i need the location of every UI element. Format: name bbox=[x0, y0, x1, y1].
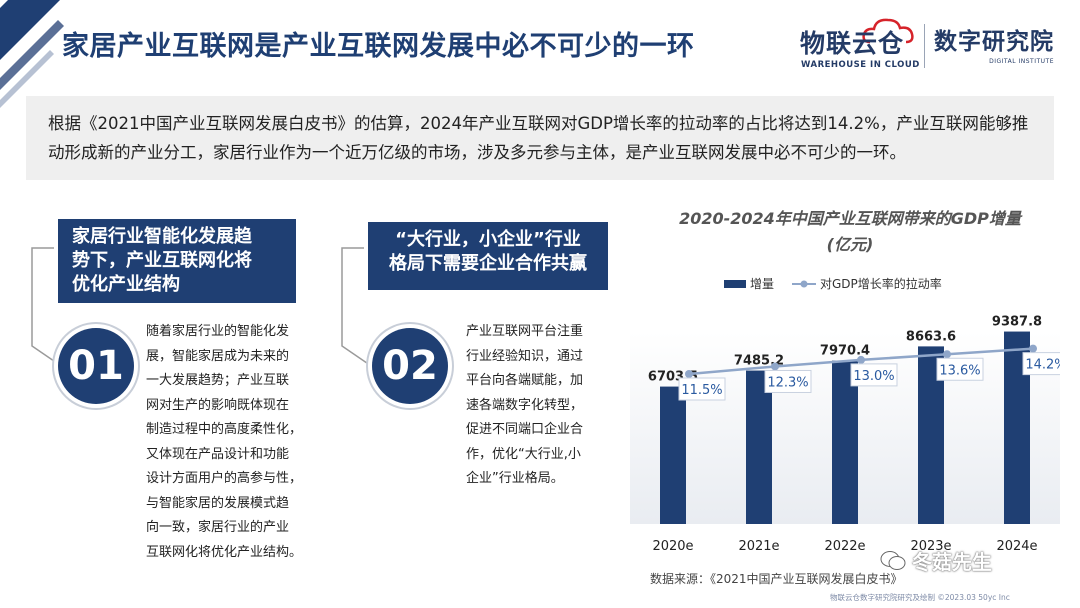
legend-line-label: 对GDP增长率的拉动率 bbox=[820, 276, 942, 291]
x-tick-label: 2023e bbox=[910, 539, 951, 554]
legend-line-marker bbox=[800, 280, 808, 288]
watermark: 冬菇先生 bbox=[880, 546, 992, 575]
x-tick-label: 2022e bbox=[824, 539, 865, 554]
legend-bar-swatch bbox=[724, 280, 746, 288]
line-value-label: 14.2% bbox=[1025, 358, 1060, 373]
legend-bar-label: 增量 bbox=[750, 277, 774, 291]
text-line: 行业经验知识，通过 bbox=[466, 348, 584, 364]
text-line: 企业”行业格局。 bbox=[466, 471, 564, 486]
point-01-header: 家居行业智能化发展趋 势下，产业互联网化将 优化产业结构 bbox=[58, 219, 296, 303]
line-value-label: 13.6% bbox=[939, 363, 980, 378]
text-line: 展，智能家居成为未来的 bbox=[146, 348, 290, 364]
point-01-number-badge: 01 bbox=[58, 328, 134, 404]
warehouse-in-cloud-logo: 物联云仓 WAREHOUSE IN CLOUD bbox=[800, 14, 920, 74]
line-label-box bbox=[850, 363, 898, 387]
text-line: 又体现在产品设计和功能 bbox=[146, 446, 290, 462]
corner-stripes-decoration bbox=[0, 0, 64, 108]
line-label-box bbox=[764, 369, 812, 393]
text-line: 制造过程中的高度柔性化， bbox=[146, 422, 303, 437]
line-point bbox=[771, 362, 779, 371]
line-point bbox=[943, 350, 951, 359]
chart-title: 2020-2024年中国产业互联网带来的GDP增量 (亿元) bbox=[650, 206, 1050, 258]
text-line: 向一致，家居行业的产业 bbox=[146, 520, 290, 535]
text-line: 产业互联网平台注重 bbox=[466, 324, 584, 339]
line-label-box bbox=[936, 357, 984, 381]
line-value-label: 13.0% bbox=[853, 369, 894, 384]
line-point bbox=[1029, 344, 1037, 353]
logo-divider bbox=[924, 24, 925, 68]
line-label-box bbox=[1022, 352, 1060, 376]
line-point bbox=[685, 370, 693, 378]
chart-title-line2: (亿元) bbox=[826, 235, 874, 254]
line-label-box bbox=[678, 377, 726, 401]
data-source: 数据来源：《2021中国产业互联网发展白皮书》 bbox=[650, 572, 903, 586]
text-line: 互联网化将优化产业结构。 bbox=[146, 544, 303, 560]
wechat-icon bbox=[880, 550, 906, 570]
point-02-header: “大行业，小企业”行业 格局下需要企业合作共赢 bbox=[368, 222, 608, 290]
point-02-number-badge: 02 bbox=[372, 328, 448, 404]
point-01-text: 随着家居行业的智能化发 展，智能家居成为未来的 一大发展趋势；产业互联 网对生产… bbox=[146, 320, 316, 565]
chart-title-line1: 2020-2024年中国产业互联网带来的GDP增量 bbox=[679, 209, 1021, 228]
x-tick-label: 2020e bbox=[652, 539, 693, 554]
bar-value-label: 8663.6 bbox=[906, 329, 956, 344]
logo-left-en: WAREHOUSE IN CLOUD bbox=[801, 60, 920, 70]
line-value-label: 12.3% bbox=[767, 375, 808, 390]
bracket-line-decoration bbox=[31, 247, 71, 373]
footer-note: 物联云仓数字研究院研究及绘制 ©2023.03 50yc Inc bbox=[830, 593, 1010, 602]
point-02-header-line2: 格局下需要企业合作共赢 bbox=[389, 253, 587, 274]
digital-institute-logo: 数字研究院 DIGITAL INSTITUTE bbox=[934, 22, 1054, 65]
text-line: 促进不同端口企业合 bbox=[466, 422, 584, 437]
text-line: 作，优化“大行业,小 bbox=[466, 446, 581, 462]
cloud-logo-icon bbox=[862, 18, 914, 44]
text-line: 随着家居行业的智能化发 bbox=[146, 324, 290, 339]
line-value-label: 11.5% bbox=[681, 383, 722, 398]
point-01-header-line2: 势下，产业互联网化将 bbox=[72, 250, 252, 271]
text-line: 与智能家居的发展模式趋 bbox=[146, 495, 290, 511]
bracket-line-decoration bbox=[341, 247, 381, 373]
bar-2020e bbox=[660, 386, 686, 524]
text-line: 一大发展趋势；产业互联 bbox=[146, 373, 290, 388]
point-02-header-line1: “大行业，小企业”行业 bbox=[395, 229, 581, 250]
bar-value-label: 7970.4 bbox=[820, 344, 870, 359]
bar-2021e bbox=[746, 370, 772, 524]
bar-value-label: 9387.8 bbox=[992, 315, 1042, 330]
logo-left-cn: 物联云仓 bbox=[800, 29, 905, 58]
x-tick-label: 2024e bbox=[996, 539, 1037, 554]
point-01-header-line3: 优化产业结构 bbox=[72, 274, 180, 295]
bar-2022e bbox=[832, 360, 858, 524]
x-tick-label: 2021e bbox=[738, 539, 779, 554]
line-point bbox=[857, 355, 865, 364]
intro-summary: 根据《2021中国产业互联网发展白皮书》的估算，2024年产业互联网对GDP增长… bbox=[26, 96, 1054, 180]
text-line: 网对生产的影响既体现在 bbox=[146, 397, 290, 413]
gdp-increment-chart: 增量 对GDP增长率的拉动率6703.52020e7485.22021e7970.… bbox=[630, 276, 1060, 554]
page-title: 家居产业互联网是产业互联网发展中必不可少的一环 bbox=[62, 31, 695, 62]
text-line: 平台向各端赋能，加 bbox=[466, 373, 584, 388]
logo-right-cn: 数字研究院 bbox=[934, 29, 1054, 55]
watermark-text: 冬菇先生 bbox=[912, 550, 992, 574]
logo-right-en: DIGITAL INSTITUTE bbox=[989, 58, 1054, 65]
point-02-text: 产业互联网平台注重 行业经验知识，通过 平台向各端赋能，加 速各端数字化转型， … bbox=[466, 320, 616, 492]
text-line: 速各端数字化转型， bbox=[466, 397, 584, 413]
point-01-header-line1: 家居行业智能化发展趋 bbox=[72, 226, 252, 247]
text-line: 设计方面用户的高参与性， bbox=[146, 471, 303, 486]
